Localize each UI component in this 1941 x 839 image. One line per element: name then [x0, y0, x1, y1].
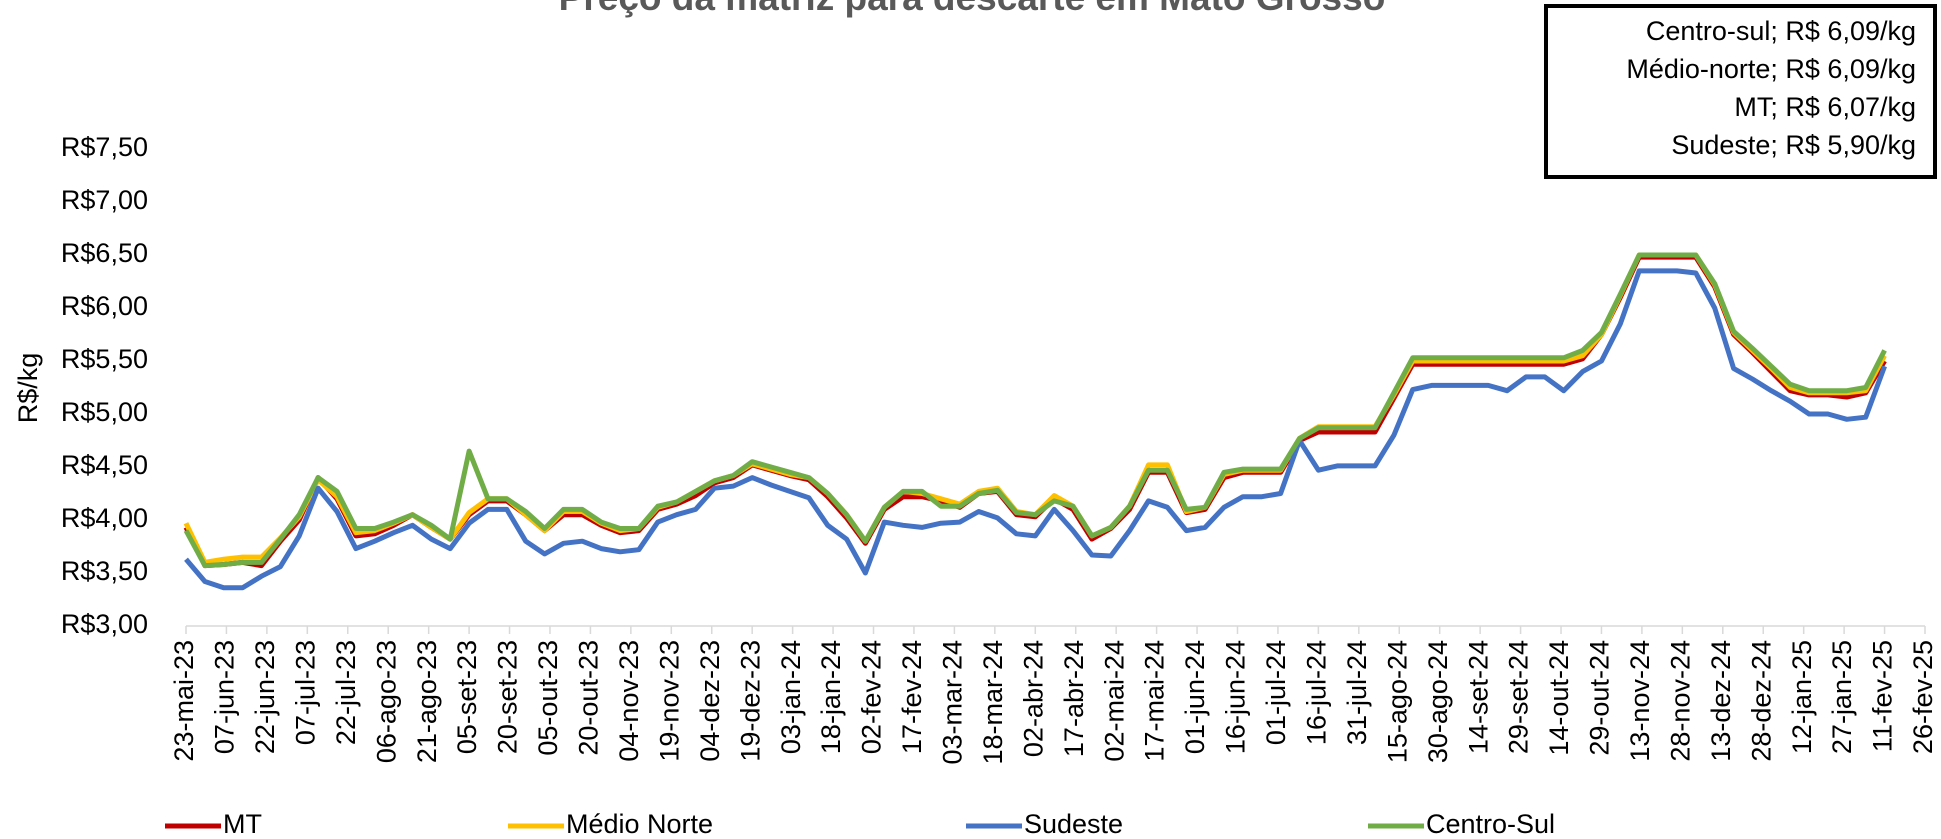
x-tick-label: 03-jan-24	[776, 640, 806, 754]
y-tick-label: R$4,50	[61, 450, 148, 480]
x-tick-label: 17-mai-24	[1140, 640, 1170, 762]
x-tick-label: 19-nov-23	[654, 640, 684, 762]
x-tick-label: 14-set-24	[1463, 640, 1493, 754]
x-tick-label: 28-dez-24	[1746, 640, 1776, 762]
legend-label: Centro-Sul	[1426, 809, 1555, 839]
x-tick-label: 26-fev-25	[1908, 640, 1938, 754]
annotation: Médio-norte; R$ 6,09/kg	[1626, 54, 1916, 84]
x-tick-label: 03-mar-24	[938, 640, 968, 765]
x-tick-label: 22-jun-23	[250, 640, 280, 754]
annotation-box	[1544, 4, 1937, 179]
x-tick-label: 21-ago-23	[412, 640, 442, 763]
x-tick-label: 02-fev-24	[857, 640, 887, 754]
x-tick-label: 18-mar-24	[978, 640, 1008, 765]
x-tick-label: 29-set-24	[1504, 640, 1534, 754]
x-tick-label: 05-out-23	[533, 640, 563, 756]
y-tick-label: R$5,00	[61, 397, 148, 427]
x-tick-label: 07-jul-23	[290, 640, 320, 745]
series-line	[184, 268, 1887, 591]
y-tick-label: R$6,00	[61, 291, 148, 321]
y-tick-label: R$7,50	[61, 132, 148, 162]
legend-label: MT	[223, 809, 262, 839]
legend-label: Sudeste	[1024, 809, 1123, 839]
x-tick-label: 02-mai-24	[1099, 640, 1129, 762]
x-tick-label: 29-out-24	[1585, 640, 1615, 756]
x-tick-label: 15-ago-24	[1382, 640, 1412, 763]
x-tick-label: 23-mai-23	[169, 640, 199, 762]
y-axis-title: R$/kg	[13, 353, 43, 424]
y-tick-label: R$6,50	[61, 238, 148, 268]
x-tick-label: 16-jun-24	[1221, 640, 1251, 754]
y-tick-label: R$5,50	[61, 344, 148, 374]
x-tick-label: 13-dez-24	[1706, 640, 1736, 762]
annotation: Centro-sul; R$ 6,09/kg	[1646, 16, 1916, 46]
x-tick-label: 20-out-23	[574, 640, 604, 756]
x-tick-label: 14-out-24	[1544, 640, 1574, 756]
x-tick-label: 01-jun-24	[1180, 640, 1210, 754]
y-tick-label: R$4,00	[61, 503, 148, 533]
x-tick-label: 02-abr-24	[1018, 640, 1048, 757]
x-tick-label: 01-jul-24	[1261, 640, 1291, 745]
x-tick-label: 04-dez-23	[695, 640, 725, 762]
x-tick-label: 22-jul-23	[331, 640, 361, 745]
x-tick-label: 20-set-23	[493, 640, 523, 754]
x-tick-label: 31-jul-24	[1342, 640, 1372, 745]
x-tick-label: 07-jun-23	[210, 640, 240, 754]
x-tick-label: 17-abr-24	[1059, 640, 1089, 757]
annotation: Sudeste; R$ 5,90/kg	[1671, 130, 1916, 160]
legend-label: Médio Norte	[566, 809, 713, 839]
x-tick-label: 30-ago-24	[1423, 640, 1453, 763]
y-tick-label: R$7,00	[61, 185, 148, 215]
x-tick-label: 13-nov-24	[1625, 640, 1655, 762]
annotation: MT; R$ 6,07/kg	[1734, 92, 1916, 122]
x-tick-label: 19-dez-23	[735, 640, 765, 762]
y-tick-label: R$3,00	[61, 609, 148, 639]
chart-title: Preço da matriz para descarte em Mato Gr…	[559, 0, 1386, 18]
x-tick-label: 28-nov-24	[1665, 640, 1695, 762]
series-line	[183, 252, 1887, 569]
x-tick-label: 06-ago-23	[371, 640, 401, 763]
x-tick-label: 18-jan-24	[816, 640, 846, 754]
x-tick-label: 12-jan-25	[1787, 640, 1817, 754]
x-tick-label: 05-set-23	[452, 640, 482, 754]
x-tick-label: 11-fev-25	[1868, 640, 1898, 752]
x-tick-label: 04-nov-23	[614, 640, 644, 762]
x-tick-label: 17-fev-24	[897, 640, 927, 754]
x-tick-label: 16-jul-24	[1301, 640, 1331, 745]
x-tick-label: 27-jan-25	[1827, 640, 1857, 754]
y-tick-label: R$3,50	[61, 556, 148, 586]
